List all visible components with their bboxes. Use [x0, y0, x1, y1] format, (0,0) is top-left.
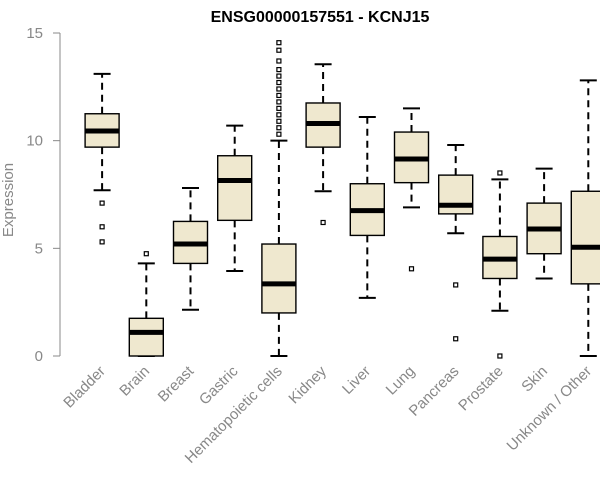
y-axis-label: Expression: [0, 163, 17, 237]
x-tick-label: Skin: [518, 363, 551, 396]
boxes-group: [84, 40, 600, 359]
box-11: [570, 79, 600, 357]
x-tick-label: Prostate: [455, 363, 507, 415]
box-2: [172, 187, 209, 311]
iqr-box: [261, 243, 297, 314]
x-tick-label: Unknown / Other: [504, 363, 596, 455]
outlier-point: [276, 67, 282, 73]
chart-title: ENSG00000157551 - KCNJ15: [211, 9, 430, 26]
x-tick-label: Kidney: [285, 362, 330, 407]
x-tick-label: Brain: [116, 363, 153, 400]
box-0: [84, 72, 120, 245]
outlier-point: [497, 353, 503, 359]
outlier-point: [276, 131, 282, 137]
box-5: [305, 63, 341, 226]
y-axis: 0 5 10 15: [26, 25, 61, 365]
outlier-point: [276, 105, 282, 111]
outlier-point: [497, 170, 503, 176]
y-tick-label: 10: [26, 133, 43, 150]
y-tick-label: 15: [26, 25, 43, 42]
iqr-box: [570, 190, 600, 285]
outlier-point: [276, 73, 282, 79]
box-8: [438, 143, 474, 342]
outlier-point: [276, 125, 282, 131]
outlier-point: [408, 266, 415, 272]
outlier-point: [276, 58, 282, 64]
iqr-box: [128, 317, 165, 357]
box-7: [393, 107, 430, 272]
box-6: [349, 115, 385, 299]
outlier-point: [276, 92, 282, 99]
x-tick-label: Liver: [339, 363, 374, 398]
outlier-point: [276, 79, 282, 86]
x-tick-label: Breast: [155, 362, 198, 405]
x-tick-label: Bladder: [60, 363, 109, 412]
box-9: [482, 170, 518, 359]
y-tick-label: 0: [35, 348, 43, 365]
outlier-point: [99, 200, 105, 206]
outlier-point: [276, 40, 282, 46]
box-10: [526, 167, 562, 280]
y-tick-label: 5: [35, 240, 43, 257]
outlier-point: [276, 86, 282, 92]
outlier-point: [99, 239, 105, 245]
outlier-point: [276, 47, 282, 53]
outlier-point: [320, 219, 326, 226]
x-tick-label: Lung: [383, 363, 419, 399]
outlier-point: [99, 224, 105, 230]
box-4: [261, 40, 297, 357]
iqr-box: [216, 155, 253, 222]
iqr-box: [438, 174, 474, 215]
outlier-point: [276, 118, 282, 124]
outlier-point: [276, 112, 282, 118]
box-1: [128, 251, 165, 357]
box-3: [216, 124, 253, 272]
outlier-point: [453, 336, 459, 342]
outlier-point: [143, 251, 149, 257]
outlier-point: [276, 99, 282, 105]
outlier-point: [453, 282, 459, 288]
